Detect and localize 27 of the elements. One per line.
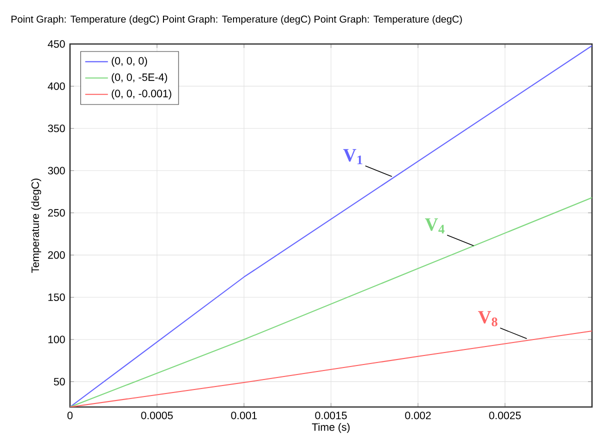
y-axis-title: Temperature (degC): [31, 178, 42, 273]
y-tick-label: 400: [48, 82, 65, 90]
annotation: V$_{8}$: [478, 311, 498, 326]
y-tick-label: 250: [48, 209, 65, 217]
y-tick-label: 50: [54, 378, 65, 386]
chart-title: Point Graph: Temperature (degC) Point Graph: Temperature (degC) Point Graph: Temperature (degC): [12, 15, 462, 25]
legend-label: (0, 0, -5E-4): [112, 73, 168, 84]
x-tick-label: 0.001: [231, 412, 257, 420]
line-series: [70, 330, 592, 407]
x-tick-label: 0.002: [405, 412, 431, 420]
y-tick-label: 350: [48, 124, 65, 132]
annotation: V$_{4}$: [424, 218, 444, 234]
x-tick-label: 0: [67, 412, 73, 420]
y-tick-label: 100: [48, 336, 65, 344]
y-tick-label: 300: [48, 166, 65, 174]
y-tick-label: 200: [48, 251, 65, 259]
x-tick-label: 0.0025: [489, 412, 521, 420]
y-tick-label: 450: [48, 40, 65, 48]
legend-label: (0, 0, -0.001): [112, 89, 172, 100]
y-tick-label: 150: [48, 293, 65, 302]
x-tick-label: 0.0015: [315, 412, 347, 420]
line-series: [70, 45, 592, 407]
legend-label: (0, 0, 0): [112, 56, 148, 67]
annotation: V$_{1}$: [343, 149, 362, 164]
x-tick-label: 0.0005: [141, 412, 173, 420]
x-axis-title: Time (s): [312, 423, 350, 433]
line-series: [70, 197, 592, 407]
